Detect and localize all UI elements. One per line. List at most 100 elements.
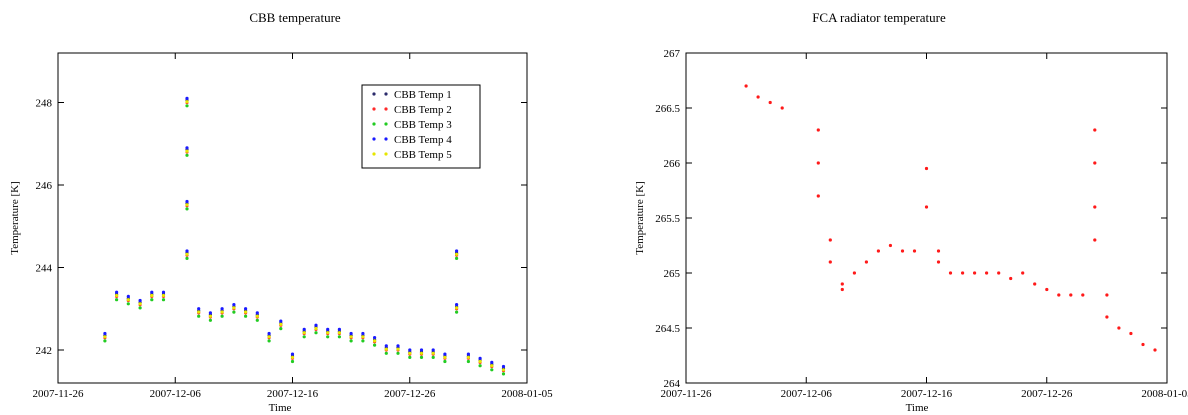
cbb-x-axis-label: Time: [269, 402, 292, 414]
cbb-data-point: [244, 307, 248, 311]
y-tick-label: 265.5: [655, 213, 680, 225]
legend-marker: [384, 92, 388, 96]
fca-data-point: [1093, 128, 1097, 132]
fca-data-point: [852, 271, 857, 275]
fca-data-point: [816, 161, 820, 165]
fca-data-point: [828, 238, 832, 242]
cbb-data-point: [290, 355, 295, 359]
cbb-data-point: [431, 351, 435, 355]
cbb-data-point: [419, 351, 424, 355]
legend-marker: [372, 152, 376, 156]
cbb-data-point: [279, 327, 283, 331]
cbb-data-point: [408, 351, 412, 355]
fca-data-point: [961, 271, 965, 275]
legend-marker: [384, 122, 388, 126]
cbb-data-point: [185, 96, 189, 100]
cbb-data-point: [244, 310, 248, 314]
cbb-data-point: [208, 314, 212, 318]
cbb-y-axis-label: Temperature [K]: [9, 181, 21, 254]
fca-chart-title: FCA radiator temperature: [812, 10, 946, 25]
cbb-data-point: [232, 303, 236, 307]
y-tick-label: 264.5: [655, 323, 680, 335]
x-tick-label: 2007-12-06: [150, 388, 202, 400]
cbb-data-point: [478, 364, 482, 368]
cbb-data-point: [138, 298, 142, 303]
legend-label: CBB Temp 5: [394, 149, 452, 161]
fca-data-point: [840, 287, 844, 292]
fca-data-point: [780, 106, 784, 110]
fca-data-point: [876, 249, 881, 253]
cbb-data-point: [455, 249, 459, 253]
fca-data-point: [1045, 287, 1049, 292]
cbb-data-point: [232, 310, 236, 314]
cbb-data-point: [349, 339, 353, 343]
cbb-data-point: [150, 290, 154, 294]
cbb-data-points: [103, 96, 506, 376]
legend-marker: [372, 122, 376, 126]
cbb-data-point: [373, 339, 377, 343]
fca-data-point: [1069, 293, 1073, 297]
cbb-data-point: [373, 336, 377, 340]
cbb-chart-title: CBB temperature: [249, 10, 341, 25]
cbb-data-point: [255, 311, 259, 315]
cbb-data-point: [302, 335, 306, 339]
y-tick-label: 246: [36, 180, 53, 192]
y-tick-label: 242: [36, 345, 53, 357]
cbb-data-point: [161, 298, 166, 302]
fca-y-axis-label: Temperature [K]: [634, 181, 646, 254]
cbb-data-point: [115, 293, 119, 298]
fca-data-point: [1117, 326, 1121, 330]
cbb-data-point: [232, 306, 236, 310]
cbb-data-point: [443, 359, 447, 364]
fca-data-point: [888, 243, 893, 248]
cbb-data-point: [455, 256, 459, 260]
fca-data-point: [1153, 348, 1157, 352]
cbb-data-point: [126, 294, 130, 298]
cbb-data-point: [361, 339, 365, 343]
cbb-data-point: [279, 322, 283, 326]
legend-label: CBB Temp 3: [394, 119, 452, 131]
y-tick-label: 265: [664, 268, 681, 280]
fca-data-point: [828, 260, 832, 264]
fca-data-point: [973, 271, 977, 275]
cbb-data-point: [361, 335, 365, 339]
cbb-data-point: [302, 331, 306, 335]
cbb-data-point: [103, 339, 107, 343]
cbb-data-point: [115, 290, 119, 294]
cbb-data-point: [290, 352, 295, 356]
fca-data-point: [744, 84, 748, 88]
cbb-data-point: [103, 331, 107, 336]
cbb-data-point: [185, 146, 189, 150]
y-tick-label: 266.5: [655, 103, 680, 115]
cbb-data-point: [185, 249, 189, 253]
cbb-data-point: [443, 352, 447, 356]
cbb-data-point: [220, 310, 224, 314]
x-tick-label: 2008-01-05: [1141, 388, 1188, 400]
cbb-data-point: [337, 327, 341, 331]
cbb-data-point: [208, 311, 212, 315]
cbb-data-point: [267, 331, 271, 336]
x-tick-label: 2007-11-26: [33, 388, 84, 400]
fca-data-point: [1141, 342, 1145, 347]
cbb-data-point: [490, 360, 494, 364]
fca-data-point: [1105, 293, 1109, 297]
cbb-data-point: [290, 359, 295, 364]
fca-data-point: [1129, 331, 1133, 336]
cbb-data-point: [138, 306, 142, 310]
x-tick-label: 2008-01-05: [501, 388, 553, 400]
cbb-data-point: [361, 331, 365, 336]
cbb-data-point: [384, 344, 388, 348]
cbb-data-point: [455, 306, 459, 310]
cbb-data-point: [443, 355, 447, 359]
cbb-data-point: [490, 368, 494, 372]
cbb-axis-ticks: 2007-11-26 2007-12-06 2007-12-16 2007-12-26…: [33, 53, 553, 400]
y-tick-label: 266: [664, 158, 681, 170]
cbb-data-point: [455, 303, 459, 307]
cbb-data-point: [197, 310, 201, 314]
cbb-data-point: [150, 298, 154, 302]
fca-data-point: [1009, 276, 1013, 281]
cbb-data-point: [161, 293, 166, 298]
fca-data-point: [1033, 282, 1037, 286]
y-tick-label: 248: [36, 98, 53, 110]
